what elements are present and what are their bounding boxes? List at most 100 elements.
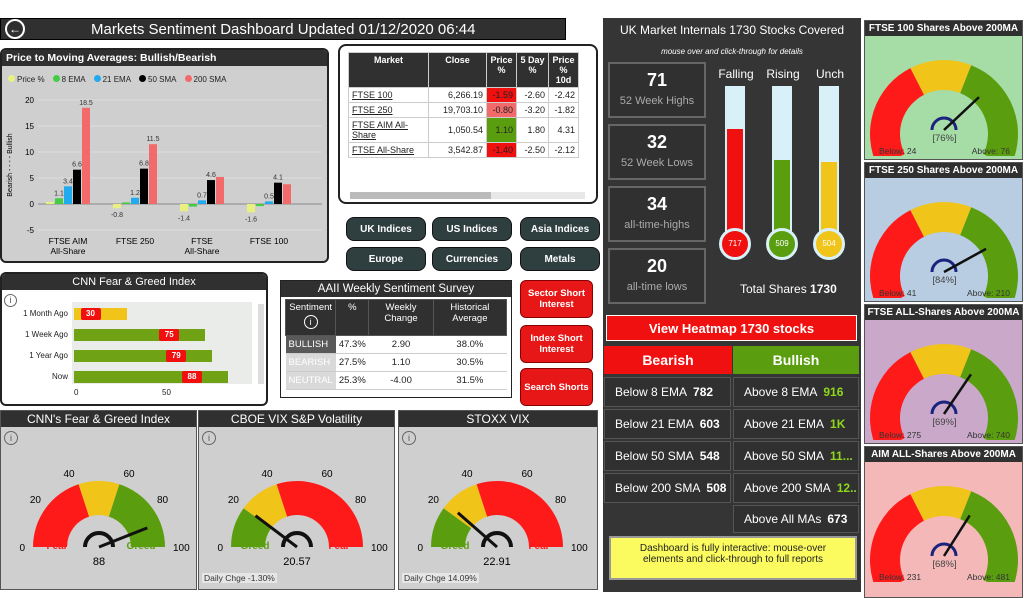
ftse-gauge-above: Above: 76 xyxy=(971,146,1010,156)
aaii-panel[interactable]: AAII Weekly Sentiment Survey Sentiment i%… xyxy=(280,280,512,398)
table-scrollbar[interactable] xyxy=(350,192,585,199)
table-cell-d10: -1.82 xyxy=(548,102,579,118)
aaii-header[interactable]: % xyxy=(335,299,370,336)
fg-bar[interactable] xyxy=(74,371,228,383)
table-row[interactable]: FTSE All-Share 3,542.87 -1.40 -2.50 -2.12 xyxy=(348,142,579,158)
red-button-search-shorts[interactable]: Search Shorts xyxy=(520,368,593,406)
heatmap-button[interactable]: View Heatmap 1730 stocks xyxy=(606,315,857,341)
ftse-gauge-panel[interactable]: FTSE 250 Shares Above 200MA [84%] Below: 4… xyxy=(864,162,1023,302)
stat-number: 34 xyxy=(646,194,668,214)
table-header[interactable]: 5 Day % xyxy=(516,52,549,88)
gauge-panel[interactable]: STOXX VIX i 0 20 40 60 80 100 Greed Fear 22.91 Dail… xyxy=(398,410,598,590)
stat-box[interactable]: 34 all-time-highs xyxy=(608,186,706,242)
table-header[interactable]: Price % 10d xyxy=(548,52,579,88)
bull-row[interactable]: Above 21 EMA 1K xyxy=(733,409,859,439)
table-cell-market[interactable]: FTSE 250 xyxy=(348,102,429,118)
ftse-gauge-pct: [68%] xyxy=(932,559,957,570)
nav-button-europe[interactable]: Europe xyxy=(346,247,426,271)
data-label: -1.6 xyxy=(245,216,257,223)
thermometer-fill xyxy=(727,129,743,236)
y-tick-label: 10 xyxy=(25,148,34,157)
gauge-panel[interactable]: CNN's Fear & Greed Index i 0 20 40 60 80 100 Fea… xyxy=(0,410,197,590)
table-cell-d10: -2.12 xyxy=(548,142,579,158)
y-tick-label: 5 xyxy=(30,174,35,183)
table-row[interactable]: FTSE AIM All-Share 1,050.54 1.10 1.80 4.31 xyxy=(348,117,579,143)
bull-row[interactable]: Above 50 SMA 11... xyxy=(733,441,859,471)
info-icon[interactable]: i xyxy=(202,431,216,445)
table-cell-market[interactable]: FTSE 100 xyxy=(348,87,429,103)
aaii-header[interactable]: Weekly Change xyxy=(368,299,434,336)
stat-box[interactable]: 32 52 Week Lows xyxy=(608,124,706,180)
gauge-right-label: Fear xyxy=(528,541,549,552)
table-row[interactable]: FTSE 250 19,703.10 -0.80 -3.20 -1.82 xyxy=(348,102,579,118)
data-label: 4.1 xyxy=(273,175,283,182)
ftse-gauge-pct: [84%] xyxy=(932,275,957,286)
back-arrow-icon[interactable]: ← xyxy=(5,19,25,39)
fg-axis-50: 50 xyxy=(162,388,171,397)
table-header[interactable]: Close xyxy=(428,52,487,88)
fg-chart-panel[interactable]: CNN Fear & Greed Index i 0 50 1 Month Ag… xyxy=(0,272,268,406)
ftse-gauge-above: Above: 210 xyxy=(966,288,1010,298)
table-cell-market[interactable]: FTSE AIM All-Share xyxy=(348,117,429,143)
aaii-row[interactable]: BULLISH 47.3% 2.90 38.0% xyxy=(285,335,507,354)
info-icon[interactable]: i xyxy=(303,315,318,329)
ftse-gauge-title: FTSE ALL-Shares Above 200MA xyxy=(865,305,1022,320)
gauge-segment xyxy=(33,484,90,547)
ma-chart-panel[interactable]: Price to Moving Averages: Bullish/Bearis… xyxy=(0,48,329,263)
above-all-row[interactable]: Above All MAs 673 xyxy=(733,505,859,533)
nav-button-currencies[interactable]: Currencies xyxy=(432,247,512,271)
ma-chart-legend: Price % 8 EMA 21 EMA 50 SMA 200 SMA xyxy=(8,75,226,84)
fg-scrollbar[interactable] xyxy=(258,304,264,384)
aaii-row[interactable]: BEARISH 27.5% 1.10 30.5% xyxy=(285,353,507,372)
ftse-gauge-needle xyxy=(943,96,980,131)
bear-row[interactable]: Below 50 SMA 548 xyxy=(604,441,731,471)
nav-button-us-indices[interactable]: US Indices xyxy=(432,217,512,241)
fg-bar[interactable] xyxy=(74,350,213,362)
red-button-sector-short-interest[interactable]: Sector Short Interest xyxy=(520,280,593,318)
aaii-cell: 47.3% xyxy=(335,335,369,354)
ftse-gauge-panel[interactable]: AIM ALL-Shares Above 200MA [68%] Below: 23… xyxy=(864,446,1023,598)
bull-row-value: 916 xyxy=(823,385,844,399)
table-cell-d10: -2.42 xyxy=(548,87,579,103)
thermometer-label: Falling xyxy=(718,67,754,81)
bear-row-value: 782 xyxy=(693,385,714,399)
ftse-gauge-panel[interactable]: FTSE 100 Shares Above 200MA [76%] Below: 2… xyxy=(864,20,1023,160)
ftse-gauge-panel[interactable]: FTSE ALL-Shares Above 200MA [69%] Below: 2… xyxy=(864,304,1023,444)
stat-box[interactable]: 20 all-time lows xyxy=(608,248,706,304)
table-cell-market[interactable]: FTSE All-Share xyxy=(348,142,429,158)
aaii-row[interactable]: NEUTRAL 25.3% -4.00 31.5% xyxy=(285,371,507,390)
table-row[interactable]: FTSE 100 6,266.19 -1.59 -2.60 -2.42 xyxy=(348,87,579,103)
info-icon[interactable]: i xyxy=(402,431,416,445)
data-label: 4.6 xyxy=(206,172,216,179)
table-header[interactable]: Price % xyxy=(486,52,517,88)
info-icon[interactable]: i xyxy=(4,431,18,445)
bull-row[interactable]: Above 8 EMA 916 xyxy=(733,377,859,407)
y-tick-label: 20 xyxy=(25,96,34,105)
page-title: Markets Sentiment Dashboard Updated 01/1… xyxy=(91,21,476,38)
aaii-header[interactable]: Historical Average xyxy=(432,299,508,336)
bear-row[interactable]: Below 200 SMA 508 xyxy=(604,473,731,503)
fg-bar[interactable] xyxy=(74,329,206,341)
info-icon[interactable]: i xyxy=(4,294,17,307)
bar-price- xyxy=(247,204,255,213)
market-table-panel[interactable]: Market Close Price % 5 Day % Price % 10d FTS… xyxy=(338,44,598,204)
bar-price- xyxy=(113,204,121,209)
stat-box[interactable]: 71 52 Week Highs xyxy=(608,62,706,118)
nav-button-uk-indices[interactable]: UK Indices xyxy=(346,217,426,241)
bear-row[interactable]: Below 21 EMA 603 xyxy=(604,409,731,439)
aaii-header[interactable]: Sentiment i xyxy=(284,299,337,336)
bear-row-value: 508 xyxy=(706,481,727,495)
nav-button-metals[interactable]: Metals xyxy=(520,247,600,271)
red-button-index-short-interest[interactable]: Index Short Interest xyxy=(520,325,593,363)
gauge-value: 22.91 xyxy=(483,556,511,568)
bear-row[interactable]: Below 8 EMA 782 xyxy=(604,377,731,407)
x-tick-label: FTSE AIM xyxy=(49,236,88,246)
gauge-segment xyxy=(231,508,272,547)
bull-row[interactable]: Above 200 SMA 12.. xyxy=(733,473,859,503)
gauge-panel[interactable]: CBOE VIX S&P Volatility i 0 20 40 60 80 100 Gree… xyxy=(198,410,395,590)
table-header[interactable]: Market xyxy=(348,52,429,88)
ftse-gauge-pct: [69%] xyxy=(932,417,957,428)
data-label: 0.5 xyxy=(264,193,274,200)
ftse-gauge-above: Above: 481 xyxy=(966,572,1010,582)
nav-button-asia-indices[interactable]: Asia Indices xyxy=(520,217,600,241)
